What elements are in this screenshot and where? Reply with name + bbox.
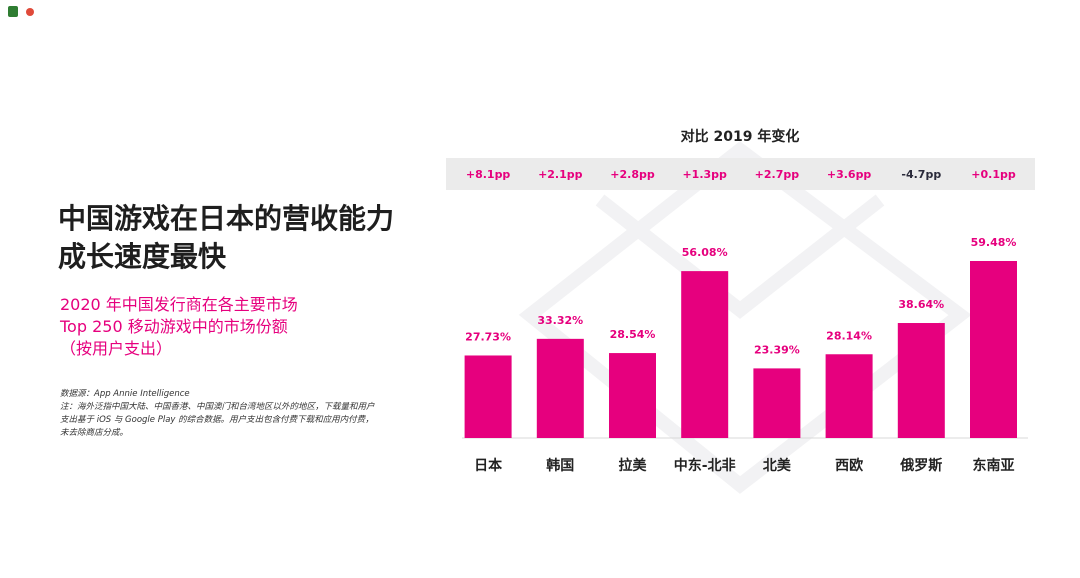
app-icon (26, 8, 34, 16)
x-tick-label: 中东-北非 (674, 457, 736, 474)
x-tick-label: 东南亚 (973, 457, 1015, 474)
value-label: 28.14% (826, 329, 872, 342)
value-label: 38.64% (898, 298, 944, 311)
change-label: +8.1pp (466, 168, 511, 181)
notes: 数据源：App Annie Intelligence 注：海外泛指中国大陆、中国… (60, 388, 382, 440)
bar (825, 354, 873, 438)
x-tick-label: 拉美 (619, 457, 648, 474)
subtitle-line: （按用户支出） (60, 339, 173, 358)
app-icon (8, 6, 18, 17)
change-label: +2.8pp (610, 168, 655, 181)
value-label: 28.54% (610, 328, 656, 341)
bar (536, 338, 584, 438)
subtitle: 2020 年中国发行商在各主要市场 Top 250 移动游戏中的市场份额 （按用… (60, 294, 298, 360)
bar (970, 261, 1017, 438)
bar (681, 271, 729, 438)
change-label: -4.7pp (901, 168, 941, 181)
x-tick-label: 俄罗斯 (899, 457, 942, 474)
bar (464, 355, 512, 438)
subtitle-line: Top 250 移动游戏中的市场份额 (60, 317, 288, 336)
bar (609, 353, 656, 438)
value-label: 59.48% (971, 236, 1017, 249)
change-title: 对比 2019 年变化 (681, 128, 800, 145)
x-tick-label: 西欧 (835, 457, 863, 474)
change-label: +3.6pp (827, 168, 872, 181)
watermark (518, 141, 972, 494)
change-label: +1.3pp (682, 168, 727, 181)
bar (897, 323, 945, 438)
change-strip (446, 158, 1035, 190)
value-label: 33.32% (537, 314, 583, 327)
change-label: +2.1pp (538, 168, 583, 181)
x-tick-label: 北美 (763, 457, 792, 474)
x-tick-label: 日本 (474, 457, 503, 474)
value-label: 56.08% (682, 246, 728, 259)
bar (753, 368, 801, 438)
value-label: 27.73% (465, 330, 511, 343)
value-label: 23.39% (754, 343, 800, 356)
source: 数据源：App Annie Intelligence (60, 389, 190, 399)
x-tick-label: 韩国 (546, 457, 574, 474)
subtitle-line: 2020 年中国发行商在各主要市场 (60, 295, 298, 314)
change-label: +0.1pp (971, 168, 1016, 181)
slide-title: 中国游戏在日本的营收能力成长速度最快 (58, 202, 395, 273)
note: 注：海外泛指中国大陆、中国香港、中国澳门和台湾地区以外的地区，下载量和用户支出基… (60, 402, 375, 438)
change-label: +2.7pp (755, 168, 800, 181)
